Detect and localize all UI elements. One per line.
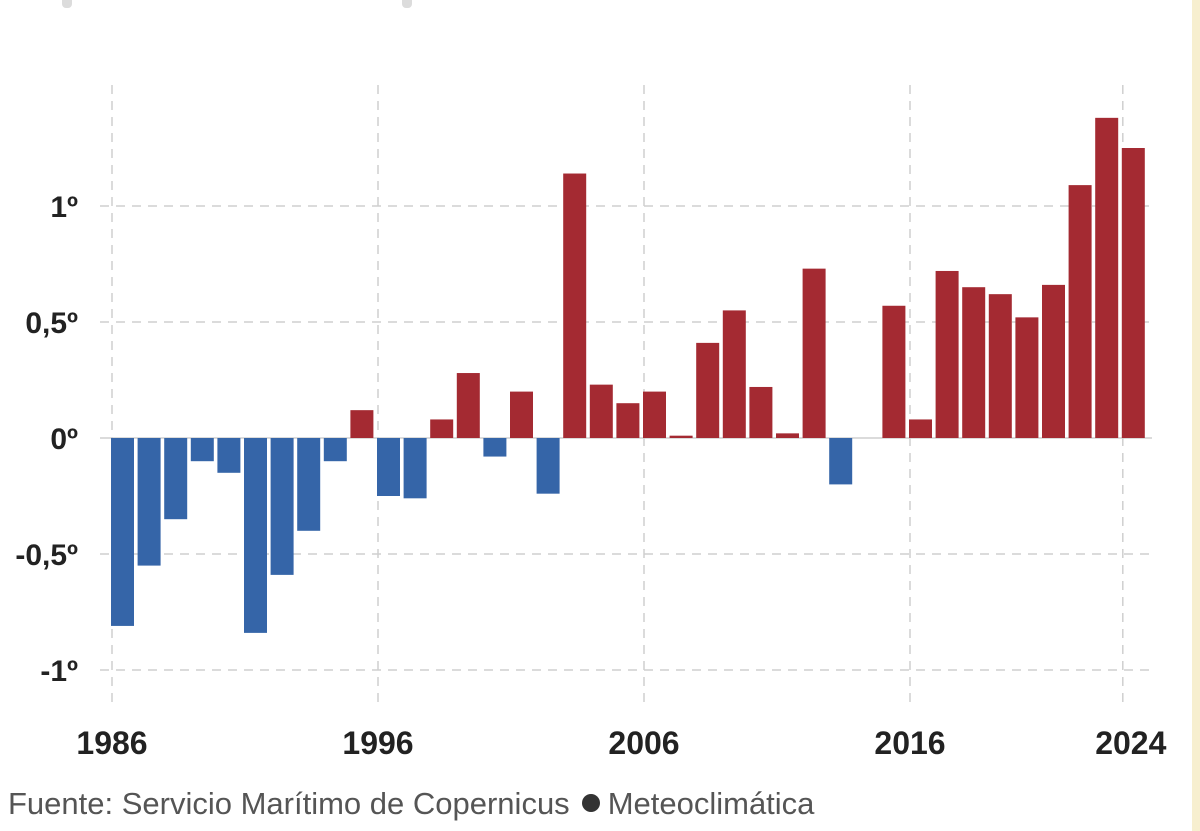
bar	[190, 438, 214, 462]
y-axis-ticks: 1º 0,5º 0º -0,5º -1º	[15, 191, 78, 688]
source-caption: Fuente: Servicio Marítimo de Copernicus M…	[8, 786, 814, 822]
source-label: Fuente: Servicio Marítimo de Copernicus	[8, 786, 570, 821]
source-brand: Meteoclimática	[607, 786, 815, 821]
bar	[1068, 185, 1092, 438]
bar	[111, 438, 134, 626]
bars	[111, 117, 1145, 633]
anomaly-bar-chart: 1º 0,5º 0º -0,5º -1º 1986 1996 2006 2016 2024	[15, 85, 1167, 761]
right-edge-strip	[1192, 0, 1200, 831]
bar	[935, 270, 959, 438]
cropped-text-fragment	[402, 0, 412, 8]
bar	[403, 438, 427, 499]
bar	[563, 173, 587, 438]
bar	[829, 438, 853, 485]
x-tick-label: 1996	[342, 725, 413, 761]
cropped-text-fragment	[62, 0, 72, 8]
bar	[802, 268, 826, 438]
bar	[217, 438, 241, 473]
bar	[1042, 284, 1065, 438]
x-tick-label: 1986	[76, 725, 147, 761]
y-tick-label: 0,5º	[25, 307, 78, 340]
bar	[137, 438, 161, 566]
bar	[1015, 317, 1039, 438]
bar	[643, 391, 666, 438]
bar	[350, 410, 374, 438]
bar	[669, 435, 693, 438]
bar	[244, 438, 267, 633]
bullet-dot-icon	[581, 794, 600, 812]
bar	[164, 438, 188, 520]
bar	[430, 419, 454, 438]
bar	[749, 386, 773, 438]
bar	[483, 438, 507, 457]
bar	[882, 305, 906, 438]
bar	[510, 391, 533, 438]
bar	[909, 419, 932, 438]
bar	[377, 438, 400, 496]
y-tick-label: 0º	[50, 423, 78, 456]
bar	[988, 294, 1012, 438]
bar	[1095, 117, 1119, 438]
bar	[776, 433, 799, 438]
x-axis-ticks: 1986 1996 2006 2016 2024	[76, 725, 1166, 761]
bar	[589, 384, 613, 438]
x-tick-label: 2024	[1095, 725, 1166, 761]
bar	[297, 438, 321, 531]
bar	[722, 310, 746, 438]
bar	[962, 287, 986, 438]
y-tick-label: 1º	[50, 191, 78, 224]
bar	[1121, 148, 1145, 438]
bar	[616, 403, 640, 438]
x-tick-label: 2016	[874, 725, 945, 761]
y-tick-label: -0,5º	[15, 539, 78, 572]
bar	[456, 373, 480, 438]
bar	[696, 342, 720, 438]
bar	[270, 438, 294, 575]
y-tick-label: -1º	[40, 655, 78, 688]
bar	[323, 438, 347, 462]
x-tick-label: 2006	[608, 725, 679, 761]
bar	[536, 438, 560, 494]
